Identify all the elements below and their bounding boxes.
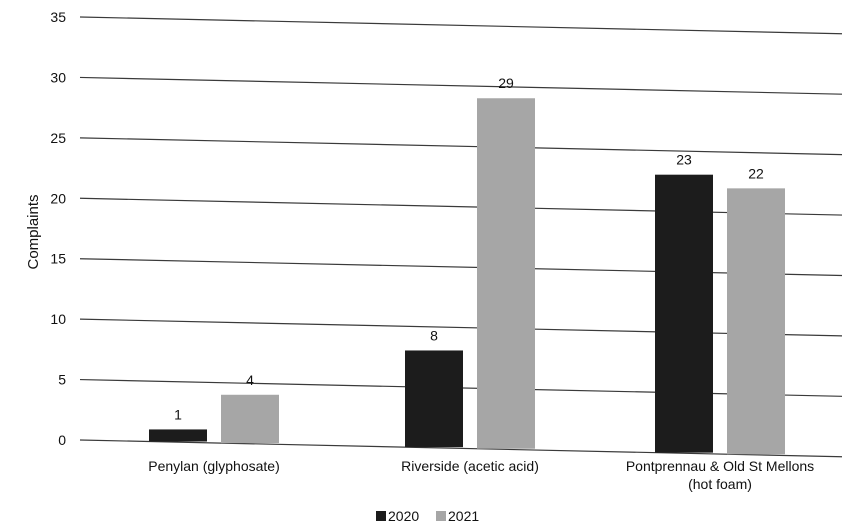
y-tick-label: 15 — [50, 251, 66, 267]
legend-swatch-2020 — [376, 511, 386, 521]
y-tick-label: 30 — [50, 69, 66, 85]
gridline — [79, 137, 842, 156]
legend: 2020 2021 — [376, 508, 479, 524]
data-label: 8 — [430, 327, 438, 343]
bar-2020-0 — [149, 429, 207, 442]
bars — [149, 98, 785, 455]
x-category-label: Pontprennau & Old St Mellons (hot foam) — [626, 458, 814, 492]
data-label: 22 — [748, 165, 764, 181]
legend-label: 2021 — [448, 508, 479, 524]
gridline — [79, 439, 842, 458]
y-axis-ticks: 0 5 10 15 20 25 30 35 — [50, 9, 66, 448]
bar-2020-2 — [655, 174, 713, 453]
legend-label: 2020 — [388, 508, 419, 524]
bar-2021-2 — [727, 188, 785, 455]
gridline — [79, 318, 842, 337]
y-tick-label: 35 — [50, 9, 66, 25]
data-label: 4 — [246, 372, 254, 388]
gridline — [79, 258, 842, 277]
y-tick-label: 25 — [50, 130, 66, 146]
data-label: 29 — [498, 75, 514, 91]
x-category-label: Penylan (glyphosate) — [148, 458, 280, 474]
y-tick-label: 0 — [58, 432, 66, 448]
gridline — [79, 197, 842, 216]
legend-swatch-2021 — [436, 511, 446, 521]
x-axis-categories: Penylan (glyphosate) Riverside (acetic ac… — [148, 458, 814, 492]
y-tick-label: 5 — [58, 372, 66, 388]
gridline — [79, 76, 842, 95]
data-label: 23 — [676, 152, 692, 168]
y-axis-label: Complaints — [25, 194, 42, 269]
data-label: 1 — [174, 406, 182, 422]
gridline — [79, 16, 842, 35]
bar-2021-0 — [221, 394, 279, 444]
gridlines — [79, 16, 842, 458]
bar-2021-1 — [477, 98, 535, 449]
y-tick-label: 10 — [50, 311, 66, 327]
bar-2020-1 — [405, 350, 463, 448]
y-tick-label: 20 — [50, 190, 66, 206]
data-labels: 1 8 23 4 29 22 — [174, 75, 764, 422]
x-category-label: Riverside (acetic acid) — [401, 458, 539, 474]
